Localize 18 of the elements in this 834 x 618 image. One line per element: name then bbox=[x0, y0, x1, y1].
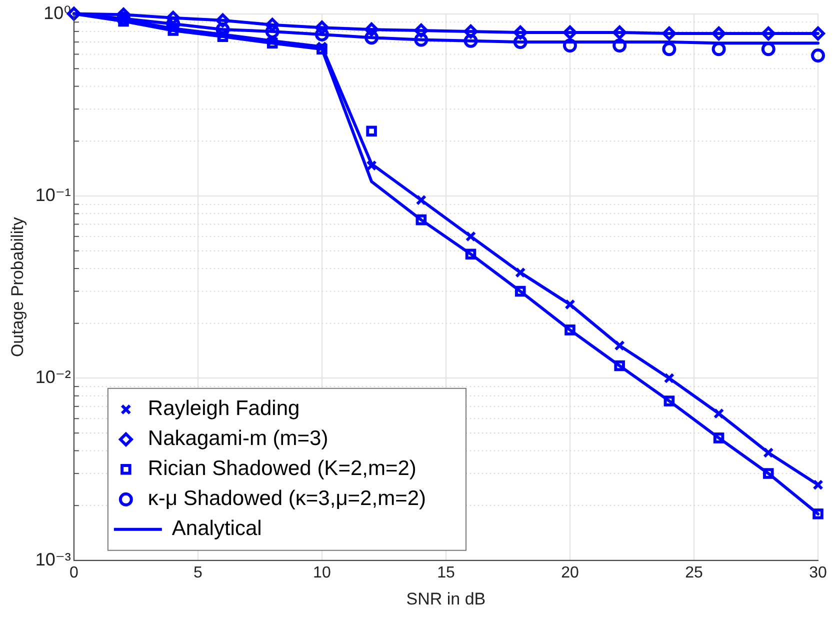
x-tick-label: 0 bbox=[69, 564, 78, 582]
legend-label: Rayleigh Fading bbox=[148, 397, 300, 420]
x-axis-title: SNR in dB bbox=[406, 589, 486, 608]
x-tick-label: 20 bbox=[561, 564, 579, 582]
x-tick-label: 5 bbox=[193, 564, 202, 582]
y-tick-label: 10⁻¹ bbox=[35, 184, 71, 205]
x-tick-label: 30 bbox=[809, 564, 827, 582]
legend-label: Rician Shadowed (K=2,m=2) bbox=[148, 457, 416, 480]
y-axis-title: Outage Probability bbox=[8, 216, 27, 358]
legend-label: κ-μ Shadowed (κ=3,μ=2,m=2) bbox=[148, 487, 426, 510]
x-tick-label: 25 bbox=[685, 564, 703, 582]
x-tick-label: 15 bbox=[437, 564, 455, 582]
x-tick-label: 10 bbox=[313, 564, 331, 582]
legend-label: Analytical bbox=[172, 517, 262, 540]
y-tick-label: 10⁻² bbox=[35, 367, 71, 388]
y-tick-label: 10⁰ bbox=[44, 2, 71, 23]
legend-label: Nakagami-m (m=3) bbox=[148, 427, 328, 450]
y-tick-label: 10⁻³ bbox=[35, 549, 71, 570]
